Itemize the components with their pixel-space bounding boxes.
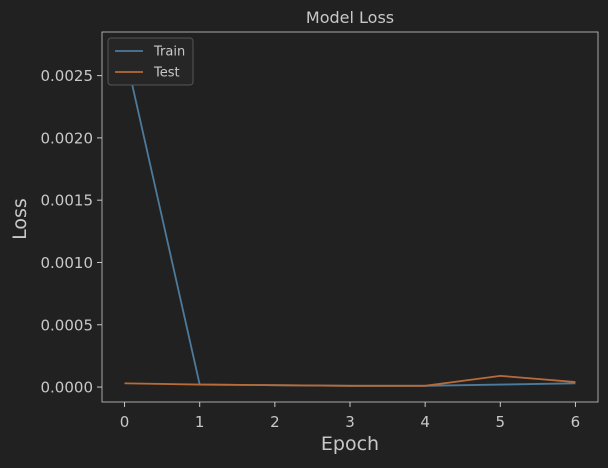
y-tick-label: 0.0015 <box>41 192 94 210</box>
x-tick-label: 1 <box>195 413 205 431</box>
legend-box <box>107 37 194 86</box>
chart-title: Model Loss <box>306 8 394 27</box>
plot-area: 0 1 2 3 4 5 6 0.0000 0.0005 0.0010 0.0015 0.0020 0.0… <box>41 31 599 431</box>
x-tick-label: 0 <box>120 413 130 431</box>
x-axis-label: Epoch <box>321 433 379 455</box>
y-tick-label: 0.0005 <box>41 316 94 334</box>
x-tick-label: 3 <box>345 413 355 431</box>
x-tick-label: 6 <box>571 413 581 431</box>
y-tick-label: 0.0010 <box>41 254 94 272</box>
x-tick-label: 5 <box>496 413 506 431</box>
x-tick-label: 2 <box>270 413 280 431</box>
y-tick-label: 0.0020 <box>41 129 94 147</box>
legend: Train Test <box>107 37 194 86</box>
y-tick-label: 0.0000 <box>41 379 94 397</box>
x-tick-label: 4 <box>420 413 430 431</box>
legend-label-train: Train <box>153 45 185 60</box>
legend-label-test: Test <box>153 66 180 81</box>
series-line-test <box>124 374 576 387</box>
y-axis-label: Loss <box>9 198 31 240</box>
y-tick-label: 0.0025 <box>41 67 94 85</box>
